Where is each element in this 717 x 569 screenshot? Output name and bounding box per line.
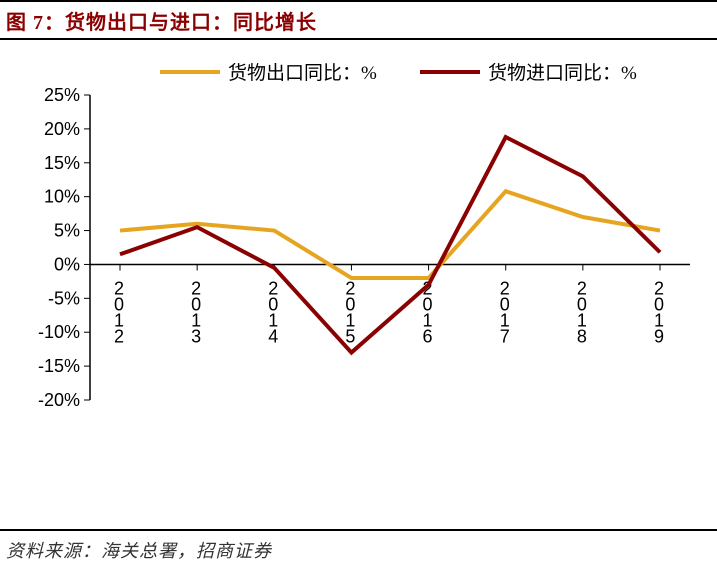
svg-text:-15%: -15% bbox=[38, 356, 80, 376]
svg-text:2014: 2014 bbox=[263, 278, 283, 342]
svg-text:2015: 2015 bbox=[340, 278, 360, 342]
svg-text:-10%: -10% bbox=[38, 322, 80, 342]
source-text: 资料来源：海关总署，招商证券 bbox=[6, 537, 272, 563]
svg-text:0%: 0% bbox=[54, 254, 80, 274]
svg-text:货物出口同比：%: 货物出口同比：% bbox=[228, 62, 377, 84]
svg-text:-5%: -5% bbox=[48, 288, 80, 308]
svg-text:20%: 20% bbox=[44, 119, 80, 139]
chart-title: 图 7：货物出口与进口：同比增长 bbox=[0, 6, 317, 35]
svg-text:5%: 5% bbox=[54, 221, 80, 241]
svg-text:-20%: -20% bbox=[38, 390, 80, 410]
chart-area: -20% -15% -10% -5% 0% 5% 10% 15% 20% 25% 2012 2013 2… bbox=[0, 40, 717, 529]
svg-text:25%: 25% bbox=[44, 85, 80, 105]
source-bar: 资料来源：海关总署，招商证券 bbox=[0, 529, 717, 569]
line-chart-svg: -20% -15% -10% -5% 0% 5% 10% 15% 20% 25% 2012 2013 2… bbox=[0, 40, 717, 529]
title-bar: 图 7：货物出口与进口：同比增长 bbox=[0, 0, 717, 40]
svg-text:货物进口同比：%: 货物进口同比：% bbox=[488, 62, 637, 84]
svg-text:2012: 2012 bbox=[109, 278, 129, 342]
svg-text:2019: 2019 bbox=[649, 278, 669, 342]
svg-text:10%: 10% bbox=[44, 187, 80, 207]
svg-text:2018: 2018 bbox=[572, 278, 592, 342]
svg-text:2017: 2017 bbox=[495, 278, 515, 342]
svg-text:15%: 15% bbox=[44, 153, 80, 173]
svg-text:2013: 2013 bbox=[186, 278, 206, 342]
chart-container: 图 7：货物出口与进口：同比增长 -20% -15% -10% -5% 0% 5% 10% 1… bbox=[0, 0, 717, 569]
